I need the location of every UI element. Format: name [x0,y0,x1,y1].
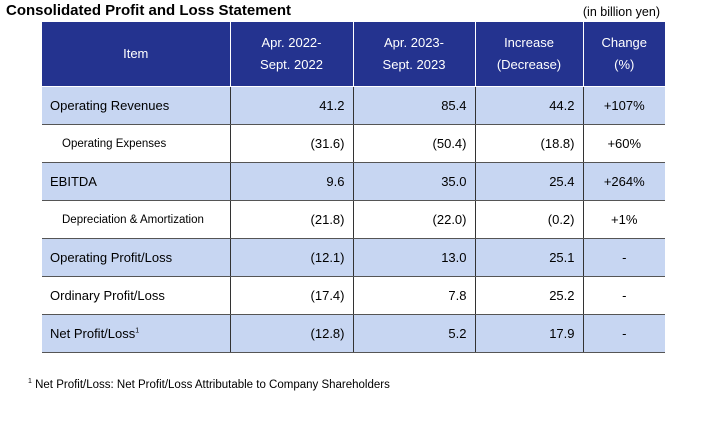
cell-p1: (17.4) [230,276,354,315]
cell-p1: 9.6 [230,162,354,201]
row-item: Net Profit/Loss1 [42,314,231,353]
cell-p1: (12.8) [230,314,354,353]
cell-increase: 44.2 [475,86,584,125]
cell-p1: 41.2 [230,86,354,125]
cell-p2: (22.0) [353,200,476,239]
table-row: Operating Revenues 41.2 85.4 44.2 +107% [42,86,665,125]
table-row: Depreciation & Amortization (21.8) (22.0… [42,200,665,239]
cell-change: +1% [583,200,665,239]
row-item: Operating Revenues [42,86,231,125]
row-item: Ordinary Profit/Loss [42,276,231,315]
cell-increase: 25.1 [475,238,584,277]
cell-change: - [583,276,665,315]
cell-p2: 5.2 [353,314,476,353]
table-row: Ordinary Profit/Loss (17.4) 7.8 25.2 - [42,276,665,315]
row-item: EBITDA [42,162,231,201]
cell-increase: 25.4 [475,162,584,201]
table-row: Operating Profit/Loss (12.1) 13.0 25.1 - [42,238,665,277]
cell-change: +60% [583,124,665,163]
cell-increase: 25.2 [475,276,584,315]
cell-increase: (18.8) [475,124,584,163]
cell-change: +264% [583,162,665,201]
footnote-text: Net Profit/Loss: Net Profit/Loss Attribu… [31,378,390,391]
footnote: 1 Net Profit/Loss: Net Profit/Loss Attri… [28,378,390,391]
cell-p2: 85.4 [353,86,476,125]
cell-increase: 17.9 [475,314,584,353]
row-item-label: Net Profit/Loss [50,326,136,341]
header-change: Change (%) [583,22,665,87]
header-period-2023: Apr. 2023- Sept. 2023 [353,22,476,87]
row-item: Operating Profit/Loss [42,238,231,277]
cell-p2: 7.8 [353,276,476,315]
cell-p2: 35.0 [353,162,476,201]
table-row: Operating Expenses (31.6) (50.4) (18.8) … [42,124,665,163]
cell-p1: (31.6) [230,124,354,163]
table-header-row: Item Apr. 2022- Sept. 2022 Apr. 2023- Sept… [42,22,665,87]
table-row: EBITDA 9.6 35.0 25.4 +264% [42,162,665,201]
cell-increase: (0.2) [475,200,584,239]
cell-change: +107% [583,86,665,125]
cell-p2: (50.4) [353,124,476,163]
cell-p1: (12.1) [230,238,354,277]
profit-loss-table: Item Apr. 2022- Sept. 2022 Apr. 2023- Sept… [42,22,665,353]
footnote-marker: 1 [28,378,32,385]
row-item: Operating Expenses [42,124,231,163]
cell-change: - [583,314,665,353]
header-increase: Increase (Decrease) [475,22,584,87]
page-title: Consolidated Profit and Loss Statement [6,2,292,19]
row-item: Depreciation & Amortization [42,200,231,239]
header-period-2022: Apr. 2022- Sept. 2022 [230,22,354,87]
footnote-marker: 1 [135,327,140,335]
table-row: Net Profit/Loss1 (12.8) 5.2 17.9 - [42,314,665,353]
unit-label: (in billion yen) [582,5,660,19]
cell-change: - [583,238,665,277]
cell-p2: 13.0 [353,238,476,277]
header-item: Item [42,22,231,87]
cell-p1: (21.8) [230,200,354,239]
